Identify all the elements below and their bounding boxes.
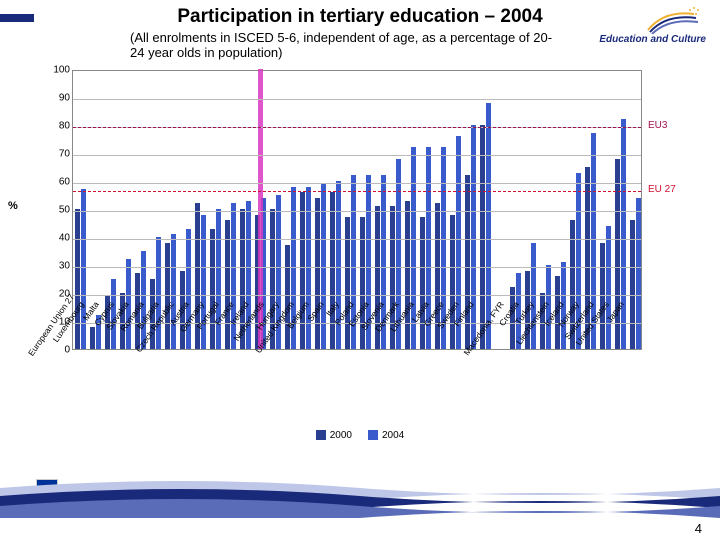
legend: 2000 2004 xyxy=(36,430,684,441)
reference-line xyxy=(73,127,641,128)
bar-2000 xyxy=(615,159,620,349)
chart: % 20002004 0102030405060708090100EU3EU 2… xyxy=(36,70,684,440)
gridline xyxy=(73,211,641,212)
bar-2000 xyxy=(480,125,485,349)
slide-subtitle: (All enrolments in ISCED 5-6, independen… xyxy=(130,30,560,60)
y-tick-label: 100 xyxy=(48,65,70,76)
y-tick-label: 70 xyxy=(48,149,70,160)
bar-2004 xyxy=(636,198,641,349)
gridline xyxy=(73,155,641,156)
legend-item: 2004 xyxy=(368,430,404,441)
gridline xyxy=(73,267,641,268)
y-tick-label: 80 xyxy=(48,121,70,132)
page-number: 4 xyxy=(695,521,702,536)
gridline xyxy=(73,239,641,240)
y-tick-label: 60 xyxy=(48,177,70,188)
reference-line xyxy=(73,191,641,192)
legend-label: 2000 xyxy=(330,430,352,441)
y-tick-label: 30 xyxy=(48,261,70,272)
bar-2004 xyxy=(471,125,476,349)
y-axis-label: % xyxy=(8,200,18,212)
gridline xyxy=(73,295,641,296)
legend-swatch xyxy=(368,430,378,440)
reference-line-label: EU3 xyxy=(648,120,667,131)
legend-swatch xyxy=(316,430,326,440)
y-tick-label: 90 xyxy=(48,93,70,104)
education-culture-label: Education and Culture xyxy=(599,34,706,45)
gridline xyxy=(73,99,641,100)
y-tick-label: 50 xyxy=(48,205,70,216)
gridline xyxy=(73,183,641,184)
reference-line-label: EU 27 xyxy=(648,184,676,195)
y-tick-label: 40 xyxy=(48,233,70,244)
slide-title: Participation in tertiary education – 20… xyxy=(0,6,720,28)
bar-2004 xyxy=(621,119,626,349)
footer-waves xyxy=(0,478,720,518)
legend-label: 2004 xyxy=(382,430,404,441)
legend-item: 2000 xyxy=(316,430,352,441)
